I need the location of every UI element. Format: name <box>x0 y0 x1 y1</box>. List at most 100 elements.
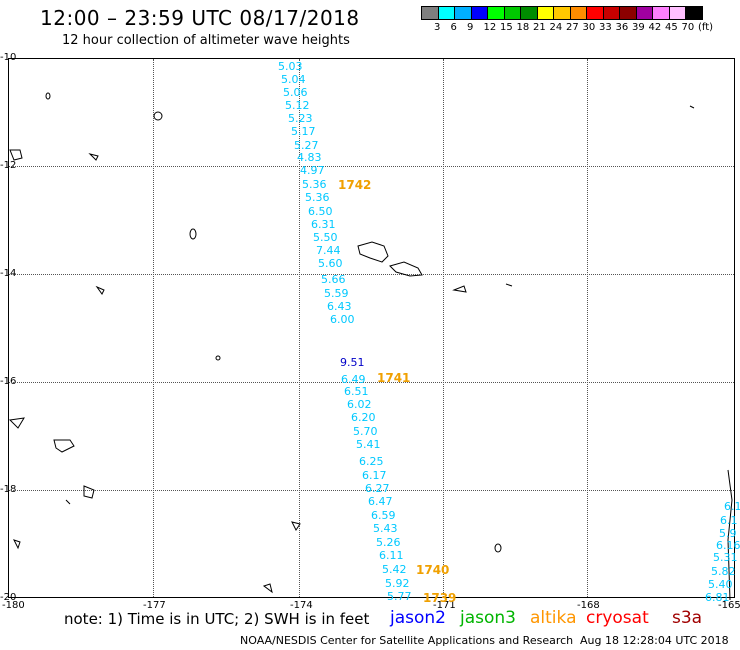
lon-label-174: -174 <box>290 600 313 611</box>
color-scale-label: 45 <box>665 22 678 33</box>
generated-timestamp: Aug 18 12:28:04 UTC 2018 <box>580 634 729 647</box>
wave-height-reading: 6.20 <box>351 411 376 424</box>
color-scale-label: 18 <box>516 22 530 33</box>
wave-height-reading: 6.00 <box>330 313 355 326</box>
color-scale-swatch <box>685 6 703 20</box>
wave-height-reading: 5.43 <box>373 522 398 535</box>
wave-height-reading: 6.31 <box>311 218 336 231</box>
wave-height-reading: 6.81 <box>705 591 730 604</box>
legend-altika: altika <box>530 608 577 628</box>
lon-label-165: -165 <box>718 600 740 611</box>
grid-line-lon <box>153 59 154 597</box>
color-scale-label: 3 <box>434 22 441 33</box>
island-outline <box>727 469 733 601</box>
wave-height-reading: 6.25 <box>359 455 384 468</box>
island-outline <box>357 241 389 263</box>
wave-height-reading: 6.59 <box>371 509 396 522</box>
legend-s3a: s3a <box>672 608 703 628</box>
wave-height-reading: 6.1 <box>720 514 738 527</box>
island-outline <box>215 355 221 361</box>
wave-height-reading: 5.27 <box>294 139 319 152</box>
wave-height-reading: 6.11 <box>379 549 404 562</box>
island-outline <box>45 92 51 100</box>
legend-jason2: jason2 <box>390 608 446 628</box>
wave-height-reading: 5.36 <box>305 191 330 204</box>
color-scale-label: 9 <box>467 22 474 33</box>
wave-height-reading: 5.04 <box>281 73 306 86</box>
pass-time-label: 1740 <box>416 563 450 577</box>
wave-height-reading: 5.42 <box>382 563 407 576</box>
legend-jason3: jason3 <box>460 608 516 628</box>
wave-height-color-scale <box>421 6 703 20</box>
map-title: 12:00 – 23:59 UTC 08/17/2018 <box>40 6 360 30</box>
color-scale-label: 42 <box>648 22 662 33</box>
units-note: note: 1) Time is in UTC; 2) SWH is in fe… <box>64 610 370 628</box>
wave-height-reading: 4.97 <box>300 164 325 177</box>
lat-label-10: -10 <box>0 52 17 63</box>
color-scale-labels: 3 6 9 12 15 18 21 24 27 30 33 36 39 42 45 70 (ft) <box>422 22 740 34</box>
wave-height-reading: 5.31 <box>713 551 738 564</box>
color-scale-label: 24 <box>549 22 563 33</box>
wave-height-reading: 5.60 <box>318 257 343 270</box>
wave-height-reading: 5.59 <box>324 287 349 300</box>
grid-line-lon <box>299 59 300 597</box>
wave-height-reading: 5.06 <box>283 86 308 99</box>
island-outline <box>9 149 23 161</box>
wave-height-reading: 5.66 <box>321 273 346 286</box>
wave-height-reading: 6.17 <box>362 469 387 482</box>
map-panel <box>8 58 735 598</box>
wave-height-reading: 5.03 <box>278 60 303 73</box>
island-outline <box>13 539 21 550</box>
color-scale-label: (ft) <box>698 22 714 33</box>
wave-height-reading: 5.50 <box>313 231 338 244</box>
wave-height-reading: 5.70 <box>353 425 378 438</box>
island-outline <box>88 153 99 161</box>
wave-height-reading: 6.50 <box>308 205 333 218</box>
wave-height-reading: 9.51 <box>340 356 365 369</box>
island-outline <box>452 285 467 293</box>
island-outline <box>689 105 695 109</box>
lon-label-177: -177 <box>143 600 166 611</box>
wave-height-reading: 7.44 <box>316 244 341 257</box>
credit-footer: NOAA/NESDIS Center for Satellite Applica… <box>240 634 574 647</box>
pass-time-label: 1739 <box>423 591 457 605</box>
color-scale-label: 6 <box>450 22 457 33</box>
island-outline <box>153 111 163 121</box>
island-outline <box>505 283 513 287</box>
wave-height-reading: 5.9 <box>719 527 737 540</box>
wave-height-reading: 6.27 <box>365 482 390 495</box>
island-outline <box>83 485 95 499</box>
wave-height-reading: 6.51 <box>344 385 369 398</box>
wave-height-reading: 5.36 <box>302 178 327 191</box>
color-scale-label: 21 <box>533 22 546 33</box>
color-scale-label: 36 <box>615 22 629 33</box>
wave-height-reading: 6.16 <box>716 539 740 552</box>
island-outline <box>389 261 423 277</box>
island-outline <box>8 417 25 429</box>
pass-time-label: 1742 <box>338 178 372 192</box>
wave-height-reading: 5.17 <box>291 125 316 138</box>
grid-line-lat <box>9 382 734 383</box>
lon-label-168: -168 <box>577 600 600 611</box>
wave-height-reading: 6.49 <box>341 373 366 386</box>
wave-height-reading: 5.82 <box>711 565 736 578</box>
wave-height-reading: 5.26 <box>376 536 401 549</box>
color-scale-label: 70 <box>681 22 695 33</box>
lon-label-171: -171 <box>433 600 456 611</box>
grid-line-lon <box>443 59 444 597</box>
map-subtitle: 12 hour collection of altimeter wave hei… <box>62 33 350 48</box>
island-outline <box>65 499 71 505</box>
wave-height-reading: 6.02 <box>347 398 372 411</box>
island-outline <box>95 285 105 295</box>
island-outline <box>291 521 301 531</box>
grid-line-lon <box>587 59 588 597</box>
wave-height-reading: 6.47 <box>368 495 393 508</box>
wave-height-reading: 6.43 <box>327 300 352 313</box>
lon-label-180: -180 <box>2 600 25 611</box>
grid-line-lat <box>9 166 734 167</box>
wave-height-reading: 5.92 <box>385 577 410 590</box>
grid-line-lat <box>9 490 734 491</box>
island-outline <box>494 543 502 553</box>
island-outline <box>189 228 197 240</box>
